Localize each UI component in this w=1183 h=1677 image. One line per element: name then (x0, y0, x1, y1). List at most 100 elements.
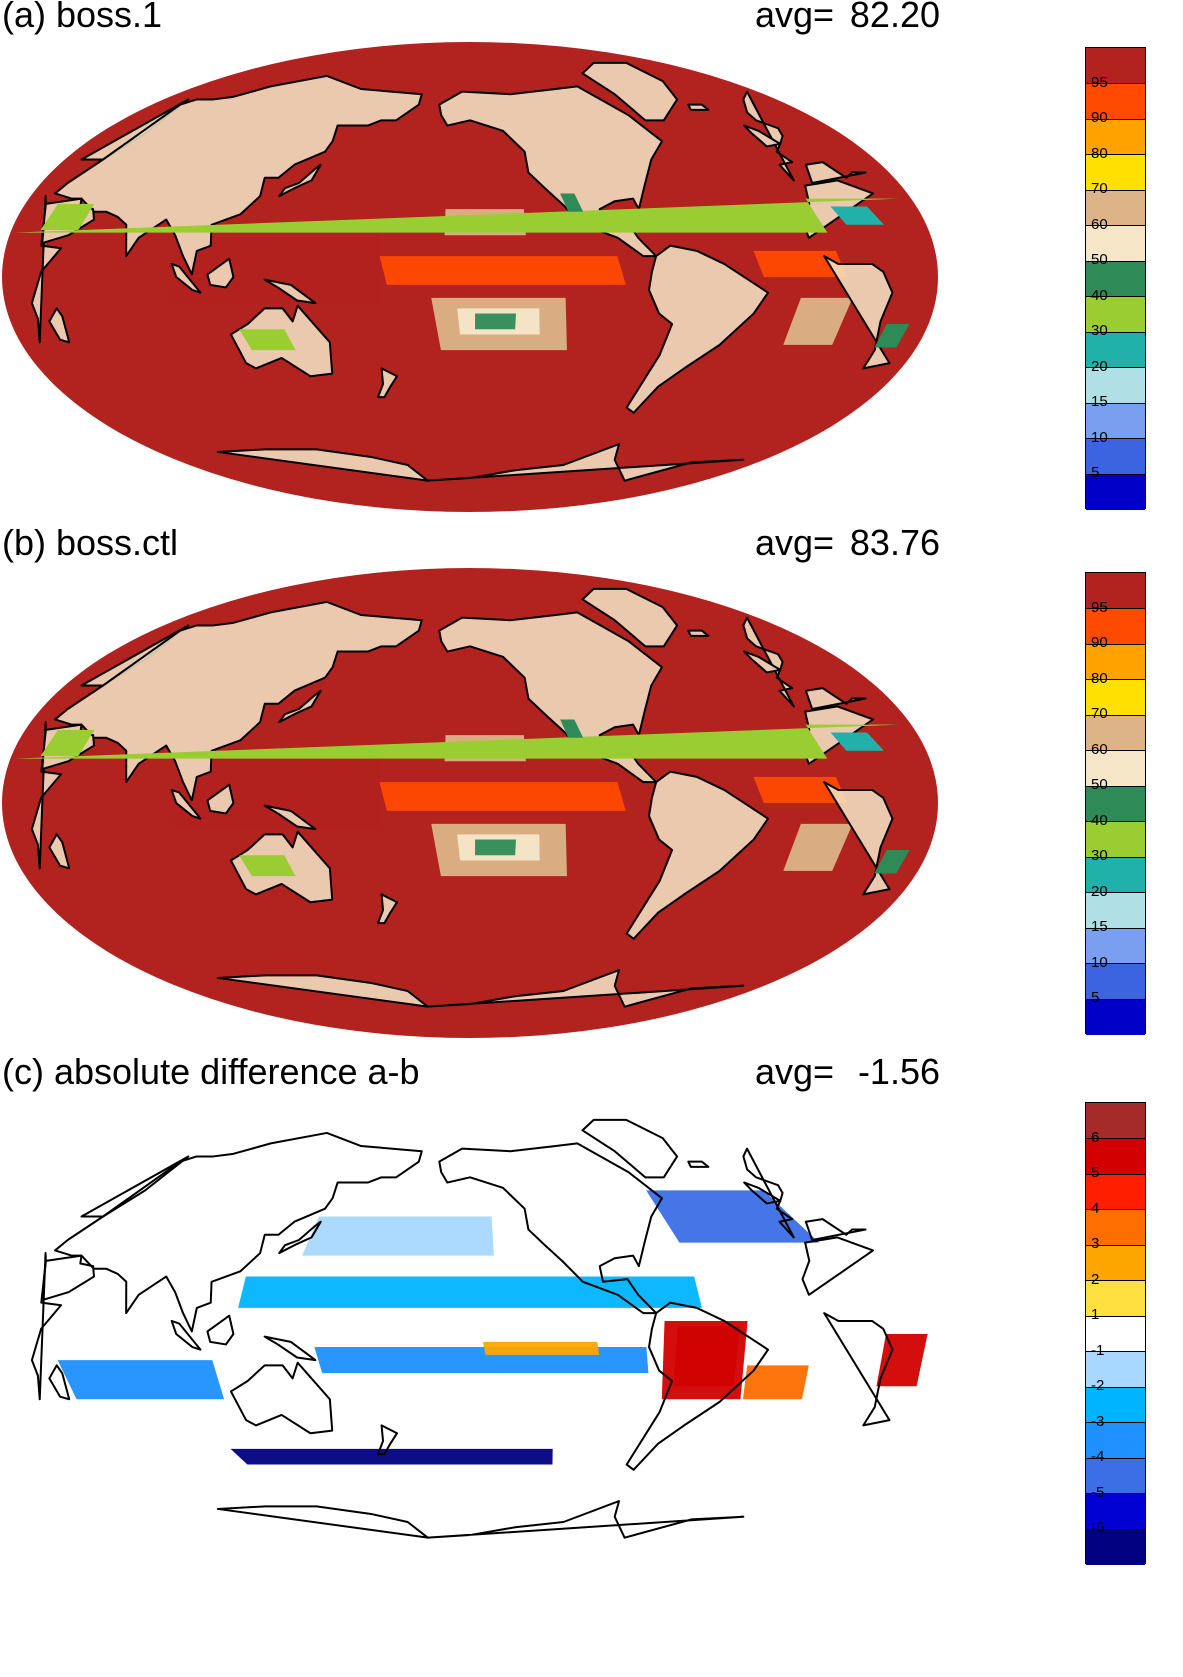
land-sahara (13, 724, 919, 759)
map-boss-ctl (2, 568, 938, 1038)
coastline-europe-0 (742, 1147, 795, 1239)
colorbar-swatch (1086, 999, 1145, 1036)
coastline-antarctica-0 (426, 969, 745, 1008)
region-east-atlantic-itcz (753, 776, 847, 803)
colorbar-tick-label: -2 (1091, 1377, 1105, 1395)
colorbar-swatch (1086, 261, 1145, 298)
region-equatorial-pacific (379, 256, 626, 285)
region-atlantic-south-red (742, 1365, 809, 1400)
coastline-greenland (581, 587, 679, 648)
coastline-new-guinea (263, 804, 317, 831)
region-north-pacific-light (302, 1216, 494, 1256)
colorbar-separator (1086, 473, 1145, 475)
colorbar-swatch (1086, 1280, 1145, 1317)
coastline-madagascar (48, 307, 71, 344)
colorbar-swatch (1086, 1138, 1145, 1175)
colorbar-separator (1086, 225, 1145, 227)
colorbar-separator (1086, 438, 1145, 440)
colorbar-separator (1086, 1493, 1145, 1495)
coastline-iceland (687, 1160, 710, 1168)
colorbar-separator (1086, 331, 1145, 333)
coastline-british-isles (743, 650, 782, 674)
colorbar-swatch (1086, 1351, 1145, 1388)
colorbar-swatch (1086, 1174, 1145, 1211)
colorbar-separator (1086, 998, 1145, 1000)
region-south-america-ring (661, 1320, 748, 1400)
coastline-new-guinea (263, 1335, 317, 1362)
colorbar-separator (1086, 1386, 1145, 1388)
coastline-greenland (581, 61, 679, 122)
colorbar-separator (1086, 608, 1145, 610)
coastline-europe-0 (742, 90, 795, 182)
coastline-new-guinea (263, 278, 317, 305)
region-equatorial-pacific (379, 782, 626, 811)
avg-readout: avg= 82.20 (755, 0, 940, 35)
region-tropical-blue-n (238, 1276, 702, 1308)
colorbar-tick-label: 70 (1091, 705, 1108, 723)
colorbar-separator (1086, 296, 1145, 298)
colorbar-tick-label: -4 (1091, 1448, 1105, 1466)
colorbar (1085, 572, 1146, 1036)
coastline-africa-0 (801, 1236, 875, 1296)
region-africa-red (876, 1334, 928, 1387)
colorbar-swatch (1086, 119, 1145, 156)
colorbar (1085, 47, 1146, 511)
colorbar-tick-label: -3 (1091, 1412, 1105, 1430)
colorbar-tick-label: 95 (1091, 598, 1108, 616)
colorbar-tick-label: 80 (1091, 144, 1108, 162)
region-indian-ocean-blue (57, 1360, 225, 1400)
colorbar-tick-label: 80 (1091, 669, 1108, 687)
region-east-atlantic-itcz (753, 250, 847, 277)
colorbar-tick-label: 90 (1091, 109, 1108, 127)
colorbar-separator (1086, 83, 1145, 85)
avg-readout: avg= -1.56 (755, 1051, 940, 1092)
coastline-antarctica-1 (216, 1505, 429, 1539)
colorbar-separator (1086, 927, 1145, 929)
map-field (2, 568, 938, 1038)
colorbar-swatch (1086, 821, 1145, 858)
land-kalahari (874, 324, 910, 348)
land-arabia-dry (40, 729, 95, 756)
avg-value: 82.20 (849, 0, 940, 35)
land-sahara-core (830, 206, 884, 225)
colorbar-separator (1086, 118, 1145, 120)
coastline-africa-2 (823, 1312, 894, 1427)
panel-title: (a) boss.1 (2, 0, 163, 35)
avg-label: avg= (755, 522, 835, 563)
coastline-british-isles (743, 1181, 782, 1205)
coastline-europe-2 (804, 161, 867, 184)
colorbar-separator (1086, 643, 1145, 645)
colorbar-tick-label: 5 (1091, 989, 1100, 1007)
colorbar-tick-label: -5 (1091, 1483, 1105, 1501)
colorbar-swatch (1086, 608, 1145, 645)
colorbar-separator (1086, 1315, 1145, 1317)
region-southern-ocean-deep (230, 1448, 553, 1465)
coastline-japan (278, 163, 322, 198)
colorbar-swatch (1086, 1316, 1145, 1353)
colorbar-tick-label: 70 (1091, 180, 1108, 198)
colorbar-separator (1086, 1173, 1145, 1175)
colorbar-swatch (1086, 1529, 1145, 1566)
coastline-iceland (687, 629, 710, 637)
panel-title: (c) absolute difference a-b (2, 1051, 420, 1092)
coastline-antarctica-0 (426, 1500, 745, 1539)
colorbar-swatch (1086, 403, 1145, 440)
coastline-indonesia-borneo (206, 1314, 235, 1346)
colorbar-tick-label: -6 (1091, 1519, 1105, 1537)
colorbar-tick-label: 15 (1091, 918, 1108, 936)
colorbar-separator (1086, 1351, 1145, 1353)
colorbar-tick-label: 1 (1091, 1306, 1100, 1324)
colorbar-tick-label: 60 (1091, 215, 1108, 233)
coastline-south-america (625, 770, 770, 940)
colorbar-swatch (1086, 225, 1145, 262)
land-mexico-dry (560, 719, 584, 738)
avg-value: -1.56 (857, 1051, 940, 1092)
colorbar-swatch (1086, 1245, 1145, 1282)
colorbar-swatch (1086, 1458, 1145, 1495)
region-se-pacific-green (475, 313, 516, 330)
coastline-africa-2 (823, 255, 894, 370)
colorbar-separator (1086, 821, 1145, 823)
avg-value: 83.76 (849, 522, 940, 563)
coastline-europe-0 (742, 616, 795, 708)
coastline-greenland (581, 1118, 679, 1179)
